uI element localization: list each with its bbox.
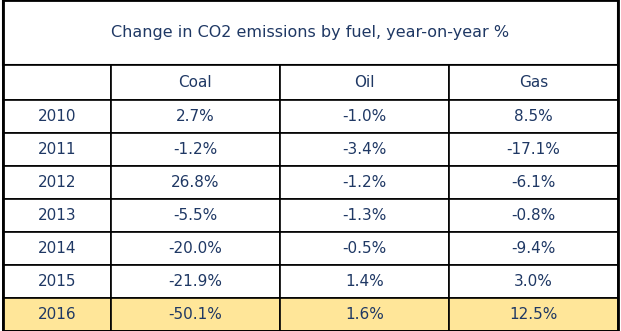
Bar bbox=[279, 298, 449, 331]
Text: 2011: 2011 bbox=[38, 142, 76, 157]
Text: -9.4%: -9.4% bbox=[511, 241, 556, 256]
Bar bbox=[279, 232, 449, 265]
Bar bbox=[449, 133, 618, 166]
Bar bbox=[3, 133, 111, 166]
Bar bbox=[279, 100, 449, 133]
Bar bbox=[111, 133, 279, 166]
Bar bbox=[3, 199, 111, 232]
Bar bbox=[111, 232, 279, 265]
Bar bbox=[3, 232, 111, 265]
Text: 2010: 2010 bbox=[38, 109, 76, 124]
Text: 1.4%: 1.4% bbox=[345, 274, 384, 289]
Text: 1.6%: 1.6% bbox=[345, 307, 384, 322]
Text: Gas: Gas bbox=[519, 75, 548, 90]
Bar bbox=[111, 199, 279, 232]
Bar bbox=[3, 166, 111, 199]
Bar bbox=[449, 232, 618, 265]
Bar bbox=[3, 100, 111, 133]
Text: 2014: 2014 bbox=[38, 241, 76, 256]
Text: -1.2%: -1.2% bbox=[342, 175, 386, 190]
Text: -0.5%: -0.5% bbox=[342, 241, 386, 256]
Text: -17.1%: -17.1% bbox=[506, 142, 560, 157]
Bar bbox=[449, 199, 618, 232]
Bar bbox=[449, 65, 618, 100]
Bar bbox=[3, 0, 618, 65]
Text: -1.3%: -1.3% bbox=[342, 208, 386, 223]
Bar bbox=[279, 199, 449, 232]
Text: -50.1%: -50.1% bbox=[168, 307, 222, 322]
Text: 3.0%: 3.0% bbox=[514, 274, 553, 289]
Text: -5.5%: -5.5% bbox=[173, 208, 217, 223]
Bar bbox=[449, 166, 618, 199]
Bar bbox=[449, 265, 618, 298]
Bar bbox=[111, 265, 279, 298]
Text: 2013: 2013 bbox=[38, 208, 76, 223]
Bar bbox=[279, 133, 449, 166]
Text: 2.7%: 2.7% bbox=[176, 109, 215, 124]
Bar bbox=[111, 65, 279, 100]
Bar bbox=[449, 298, 618, 331]
Text: Oil: Oil bbox=[354, 75, 374, 90]
Text: 26.8%: 26.8% bbox=[171, 175, 219, 190]
Bar bbox=[3, 298, 111, 331]
Text: 2012: 2012 bbox=[38, 175, 76, 190]
Bar bbox=[279, 65, 449, 100]
Bar bbox=[3, 265, 111, 298]
Bar bbox=[279, 166, 449, 199]
Text: -1.0%: -1.0% bbox=[342, 109, 386, 124]
Text: -3.4%: -3.4% bbox=[342, 142, 386, 157]
Bar bbox=[3, 65, 111, 100]
Text: -6.1%: -6.1% bbox=[511, 175, 556, 190]
Text: -1.2%: -1.2% bbox=[173, 142, 217, 157]
Bar bbox=[279, 265, 449, 298]
Text: Change in CO2 emissions by fuel, year-on-year %: Change in CO2 emissions by fuel, year-on… bbox=[111, 25, 510, 40]
Bar bbox=[111, 166, 279, 199]
Text: -20.0%: -20.0% bbox=[168, 241, 222, 256]
Text: Coal: Coal bbox=[178, 75, 212, 90]
Text: 8.5%: 8.5% bbox=[514, 109, 553, 124]
Text: 12.5%: 12.5% bbox=[509, 307, 558, 322]
Bar bbox=[111, 100, 279, 133]
Text: -0.8%: -0.8% bbox=[511, 208, 556, 223]
Text: 2015: 2015 bbox=[38, 274, 76, 289]
Bar bbox=[111, 298, 279, 331]
Bar bbox=[449, 100, 618, 133]
Text: -21.9%: -21.9% bbox=[168, 274, 222, 289]
Text: 2016: 2016 bbox=[38, 307, 76, 322]
